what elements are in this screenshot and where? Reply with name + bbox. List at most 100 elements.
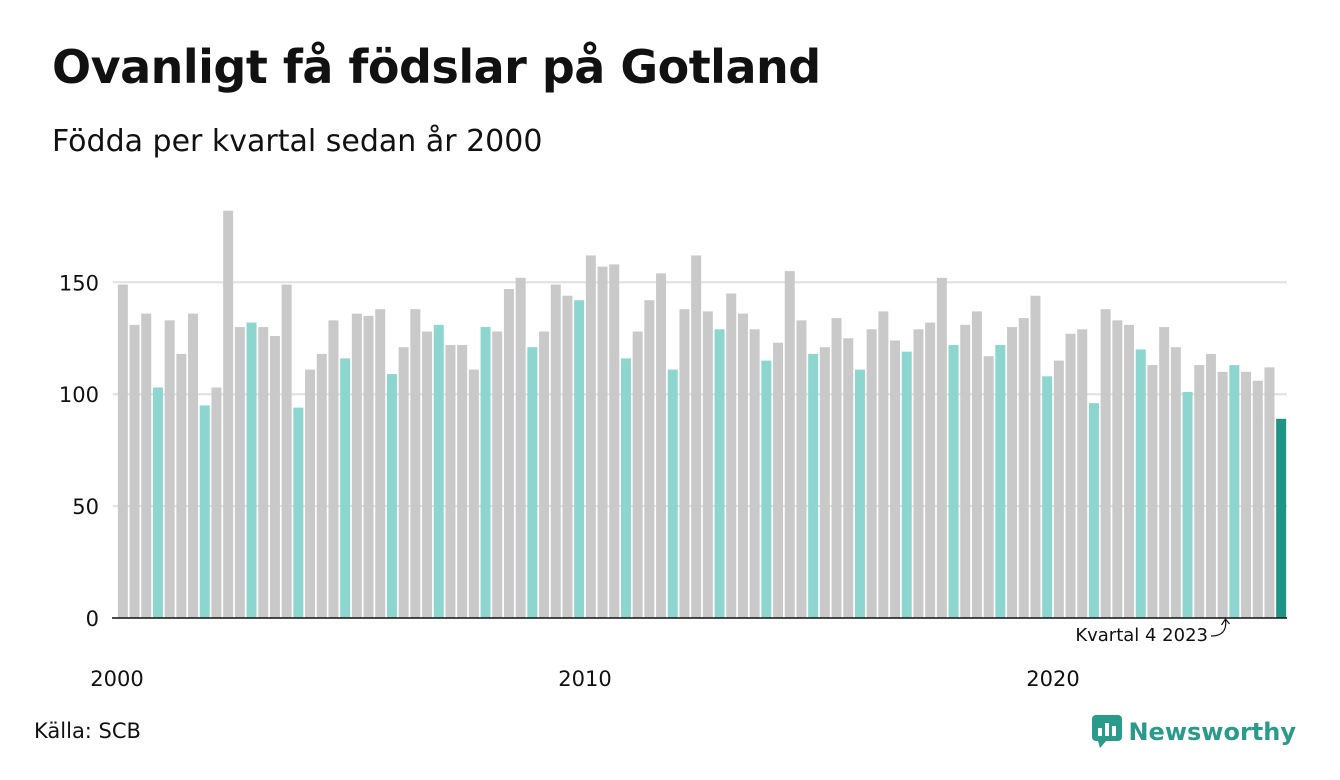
bar <box>1135 349 1146 618</box>
bar <box>398 347 409 618</box>
bar <box>129 324 140 618</box>
brand-name: Newsworthy <box>1128 718 1296 746</box>
bar <box>737 313 748 618</box>
bar <box>749 329 760 618</box>
annotation-arrow <box>1210 619 1227 637</box>
bar <box>691 255 702 618</box>
bar <box>1124 324 1135 618</box>
bar <box>726 293 737 618</box>
bar <box>901 351 912 618</box>
bar <box>269 336 280 618</box>
bar <box>1007 327 1018 618</box>
bar <box>316 353 327 618</box>
bar <box>141 313 152 618</box>
y-tick-label: 50 <box>72 495 99 519</box>
x-tick-label: 2010 <box>558 667 611 691</box>
bar <box>667 369 678 618</box>
bar <box>305 369 316 618</box>
bar <box>878 311 889 618</box>
bar <box>632 331 643 618</box>
chart-subtitle: Födda per kvartal sedan år 2000 <box>52 124 543 159</box>
bar <box>925 322 936 618</box>
bar <box>1088 403 1099 618</box>
bar <box>468 369 479 618</box>
bar <box>1159 327 1170 618</box>
x-tick-label: 2020 <box>1026 667 1079 691</box>
bar <box>1065 333 1076 618</box>
bar <box>1276 418 1287 618</box>
newsworthy-logo-icon <box>1092 715 1123 748</box>
bar <box>445 344 456 618</box>
bar <box>1182 391 1193 618</box>
bar <box>281 284 292 618</box>
bar <box>410 309 421 618</box>
bar <box>117 284 128 618</box>
bar <box>1264 367 1275 618</box>
bar <box>773 342 784 618</box>
bar <box>971 311 982 618</box>
bar <box>188 313 199 618</box>
bar <box>784 271 795 618</box>
bar <box>1053 360 1064 618</box>
bar <box>644 300 655 618</box>
bar <box>211 387 222 618</box>
bar <box>199 405 210 618</box>
axes: 0 50 100 150 2000 2010 2020 <box>59 271 1287 691</box>
bar <box>890 340 901 618</box>
bar <box>796 320 807 618</box>
bar <box>152 387 163 618</box>
bar <box>585 255 596 618</box>
bar <box>1252 380 1263 618</box>
bar <box>1217 371 1228 618</box>
bar <box>351 313 362 618</box>
y-tick-label: 150 <box>59 271 99 295</box>
bar-chart: 0 50 100 150 2000 2010 2020 Kvartal 4 2023 <box>59 210 1287 691</box>
bar <box>433 324 444 618</box>
bar <box>1170 347 1181 618</box>
bar <box>422 331 433 618</box>
bar <box>831 318 842 618</box>
bar <box>843 338 854 618</box>
bar <box>913 329 924 618</box>
bar <box>819 347 830 618</box>
bar <box>1018 318 1029 618</box>
bar <box>1100 309 1111 618</box>
bars <box>117 210 1287 618</box>
bar <box>995 344 1006 618</box>
bar <box>539 331 550 618</box>
bar <box>983 356 994 618</box>
bar <box>702 311 713 618</box>
bar <box>328 320 339 618</box>
bar <box>1205 353 1216 618</box>
bar <box>164 320 175 618</box>
bar <box>293 407 304 618</box>
bar <box>246 322 257 618</box>
bar <box>386 374 397 618</box>
annotation-label: Kvartal 4 2023 <box>1075 625 1208 646</box>
bar <box>480 327 491 618</box>
bar <box>176 353 187 618</box>
bar <box>1241 371 1252 618</box>
bar <box>574 300 585 618</box>
y-tick-label: 0 <box>86 607 99 631</box>
bar <box>808 353 819 618</box>
chart-title: Ovanligt få födslar på Gotland <box>52 40 821 94</box>
annotation-arrowhead <box>1221 617 1230 626</box>
bar <box>866 329 877 618</box>
bar <box>223 210 234 618</box>
bar <box>515 277 526 618</box>
bar <box>375 309 386 618</box>
bar <box>1042 376 1053 618</box>
bar <box>679 309 690 618</box>
bar <box>234 327 245 618</box>
bar <box>761 360 772 618</box>
bar <box>1112 320 1123 618</box>
bar <box>714 329 725 618</box>
bar <box>363 315 374 618</box>
bar <box>854 369 865 618</box>
bar <box>503 289 514 618</box>
bar <box>948 344 959 618</box>
bar <box>936 277 947 618</box>
annotation: Kvartal 4 2023 <box>1075 617 1230 646</box>
y-tick-label: 100 <box>59 383 99 407</box>
